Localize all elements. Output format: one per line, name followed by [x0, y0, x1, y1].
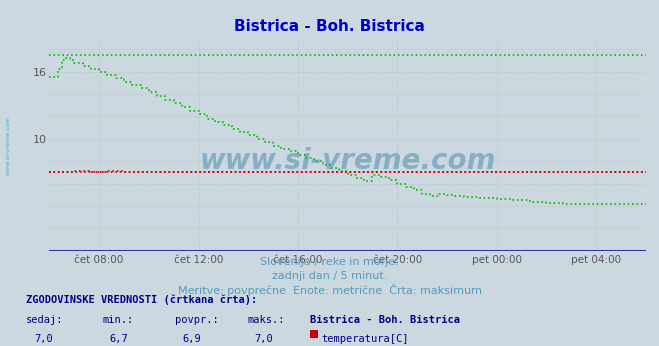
Text: min.:: min.:	[102, 315, 133, 325]
Text: www.si-vreme.com: www.si-vreme.com	[5, 116, 11, 175]
Text: Slovenija / reke in morje.: Slovenija / reke in morje.	[260, 257, 399, 267]
Text: 7,0: 7,0	[34, 334, 53, 344]
Text: 6,7: 6,7	[110, 334, 129, 344]
Text: Meritve: povprečne  Enote: metrične  Črta: maksimum: Meritve: povprečne Enote: metrične Črta:…	[177, 284, 482, 297]
Text: 7,0: 7,0	[255, 334, 273, 344]
Text: ZGODOVINSKE VREDNOSTI (črtkana črta):: ZGODOVINSKE VREDNOSTI (črtkana črta):	[26, 295, 258, 305]
Text: www.si-vreme.com: www.si-vreme.com	[200, 147, 496, 175]
Text: Bistrica - Boh. Bistrica: Bistrica - Boh. Bistrica	[234, 19, 425, 34]
Text: povpr.:: povpr.:	[175, 315, 218, 325]
Text: sedaj:: sedaj:	[26, 315, 64, 325]
Text: temperatura[C]: temperatura[C]	[322, 334, 409, 344]
Text: zadnji dan / 5 minut.: zadnji dan / 5 minut.	[272, 271, 387, 281]
Text: maks.:: maks.:	[247, 315, 285, 325]
Text: Bistrica - Boh. Bistrica: Bistrica - Boh. Bistrica	[310, 315, 460, 325]
Text: 6,9: 6,9	[183, 334, 201, 344]
